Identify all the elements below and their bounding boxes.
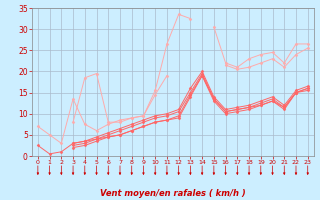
Text: Vent moyen/en rafales ( km/h ): Vent moyen/en rafales ( km/h ): [100, 189, 246, 198]
